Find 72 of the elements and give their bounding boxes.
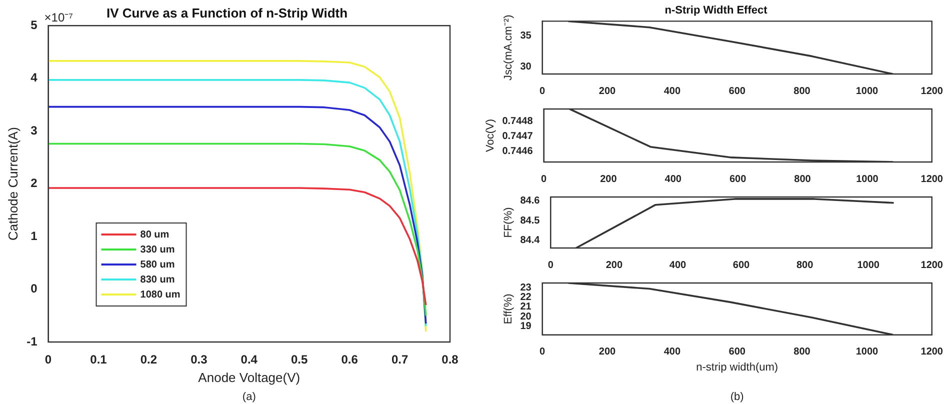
y-tick-label: 2 <box>30 176 38 190</box>
x-tick-label: 0.2 <box>140 352 158 367</box>
x-tick-label: 600 <box>729 174 747 185</box>
x-tick-label: 200 <box>600 174 618 185</box>
x-axis-title: n-strip width(um) <box>696 361 778 374</box>
x-tick-label: 1000 <box>857 260 880 271</box>
x-tick-label: 1200 <box>920 174 944 185</box>
legend-label: 580 um <box>140 259 175 270</box>
x-tick-label: 1000 <box>856 346 879 358</box>
x-tick-label: 0 <box>541 174 548 185</box>
y-tick-label: 0.7447 <box>502 131 534 142</box>
x-tick-label: 0 <box>548 260 554 271</box>
x-tick-label: 0.7 <box>391 352 408 367</box>
x-tick-label: 0.4 <box>240 352 258 367</box>
y-tick-label: 5 <box>30 18 38 32</box>
x-tick-label: 600 <box>728 346 746 358</box>
x-tick-label: 1200 <box>920 86 944 97</box>
y-tick-label: 3 <box>30 123 38 138</box>
x-tick-label: 200 <box>606 260 623 271</box>
x-tick-label: 0.6 <box>341 352 358 367</box>
x-tick-label: 0.1 <box>90 352 108 367</box>
x-tick-label: 0 <box>44 352 52 367</box>
x-tick-label: 400 <box>664 346 681 358</box>
y-tick-label: 0.7448 <box>502 116 534 127</box>
x-tick-label: 0.5 <box>291 352 308 367</box>
y-tick-label: 21 <box>520 302 532 313</box>
legend-label: 1080 um <box>140 289 180 300</box>
text: ×10⁻⁷ <box>44 10 73 25</box>
x-tick-label: 400 <box>664 86 681 97</box>
x-tick-label: 800 <box>794 86 811 97</box>
x-tick-label: 200 <box>598 86 616 97</box>
x-tick-label: 600 <box>728 86 746 97</box>
y-axis-title: Cathode Current(A) <box>5 127 20 241</box>
y-tick-label: 35 <box>520 30 532 42</box>
y-tick-label: 1 <box>30 228 38 243</box>
y-tick-label: 0 <box>30 282 38 296</box>
legend-label: 830 um <box>140 274 175 286</box>
y-tick-label: 20 <box>520 311 532 322</box>
y-tick-label: 4 <box>30 70 38 85</box>
chart-title: n-Strip Width Effect <box>664 4 768 17</box>
x-tick-label: 0.8 <box>442 352 459 367</box>
y-axis-title: Voc(V) <box>484 118 497 152</box>
x-tick-label: 400 <box>669 260 687 271</box>
legend-label: 330 um <box>140 244 175 256</box>
x-tick-label: 800 <box>794 346 811 358</box>
x-tick-label: 400 <box>664 174 682 185</box>
x-tick-label: 600 <box>732 260 750 271</box>
chart-title: IV Curve as a Function of n-Strip Width <box>106 5 348 20</box>
y-tick-label: 23 <box>520 282 532 294</box>
x-tick-label: 1000 <box>856 86 879 97</box>
x-tick-label: 200 <box>598 346 616 358</box>
y-tick-label: 22 <box>520 292 532 304</box>
y-tick-label: -1 <box>26 334 38 348</box>
x-tick-label: 1200 <box>920 346 944 358</box>
y-tick-label: 84.4 <box>520 234 540 246</box>
text: (b) <box>730 391 744 403</box>
y-tick-label: 0.7446 <box>502 146 534 158</box>
x-tick-label: 1200 <box>920 260 944 271</box>
x-tick-label: 1000 <box>856 174 879 185</box>
legend-label: 80 um <box>140 229 170 240</box>
y-tick-label: 84.5 <box>520 215 540 226</box>
y-axis-title: FF(%) <box>502 207 515 238</box>
x-tick-label: 0.3 <box>190 352 208 367</box>
x-tick-label: 800 <box>794 174 812 185</box>
x-axis-title: Anode Voltage(V) <box>198 370 300 385</box>
y-tick-label: 30 <box>520 61 532 72</box>
y-axis-title: Jsc(mA.cm⁻²) <box>502 14 515 80</box>
y-tick-label: 19 <box>520 320 532 332</box>
text: (a) <box>242 391 256 403</box>
x-tick-label: 800 <box>796 260 814 271</box>
y-axis-title: Eff(%) <box>502 294 515 324</box>
y-tick-label: 84.6 <box>520 196 540 207</box>
